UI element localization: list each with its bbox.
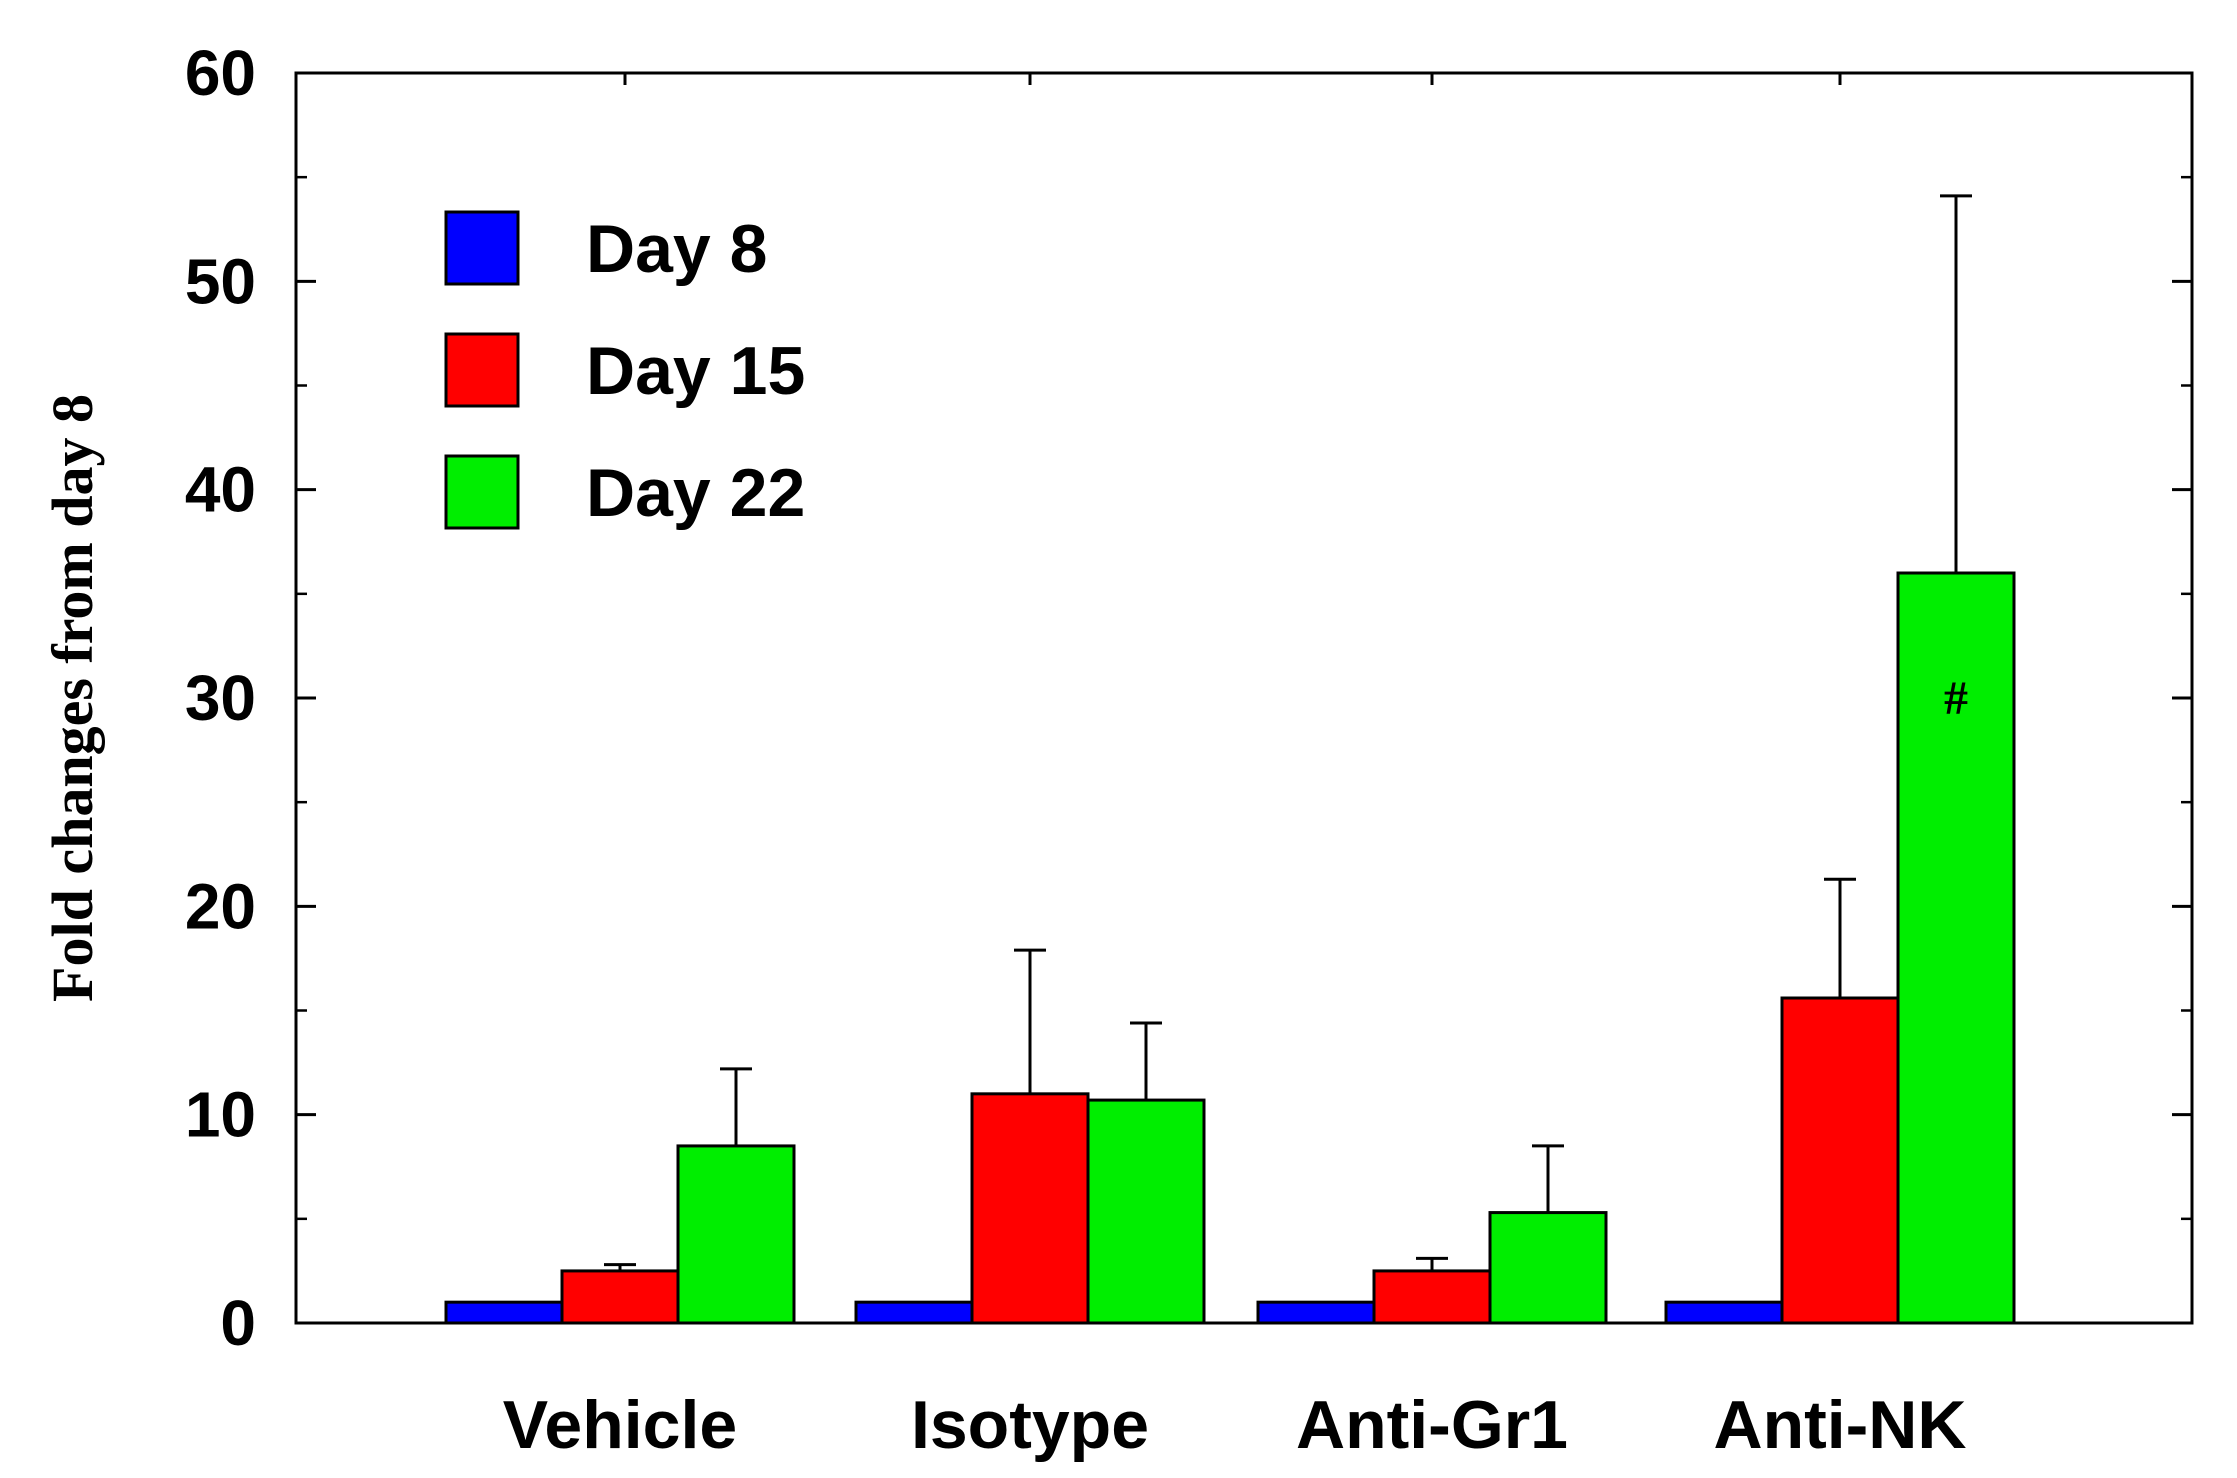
x-category-label: Anti-NK [1713,1387,1966,1463]
y-axis-title: Fold changes from day 8 [40,394,105,1002]
bar-day-8-isotype [854,1300,974,1325]
bar-day-15-anti-gr1 [1372,1269,1492,1325]
bar-day-8-vehicle [444,1300,564,1325]
legend-label: Day 8 [586,211,767,287]
y-tick-label: 30 [185,662,256,734]
x-category-label: Anti-Gr1 [1296,1387,1568,1463]
y-tick-label: 0 [220,1287,256,1359]
y-tick-label: 40 [185,454,256,526]
y-tick-label: 10 [185,1079,256,1151]
bar-day-15-vehicle [560,1269,680,1325]
legend-label: Day 15 [586,333,805,409]
significance-marker: # [1944,672,1968,725]
legend-swatch-day-8 [444,210,520,286]
x-category-label: Isotype [911,1387,1149,1463]
legend-swatch-day-15 [444,332,520,408]
legend-label: Day 22 [586,455,805,531]
bar-day-22-vehicle [676,1144,796,1325]
bar-day-15-anti-nk [1780,996,1900,1325]
bar-day-22-anti-nk [1896,571,2016,1325]
bar-day-22-anti-gr1 [1488,1211,1608,1325]
bar-day-22-isotype [1086,1098,1206,1325]
bar-day-15-isotype [970,1092,1090,1325]
bar-day-8-anti-nk [1664,1300,1784,1325]
y-tick-label: 20 [185,870,256,942]
x-category-label: Vehicle [503,1387,737,1463]
y-tick-label: 60 [185,37,256,109]
y-tick-label: 50 [185,245,256,317]
legend-swatch-day-22 [444,454,520,530]
bar-day-8-anti-gr1 [1256,1300,1376,1325]
